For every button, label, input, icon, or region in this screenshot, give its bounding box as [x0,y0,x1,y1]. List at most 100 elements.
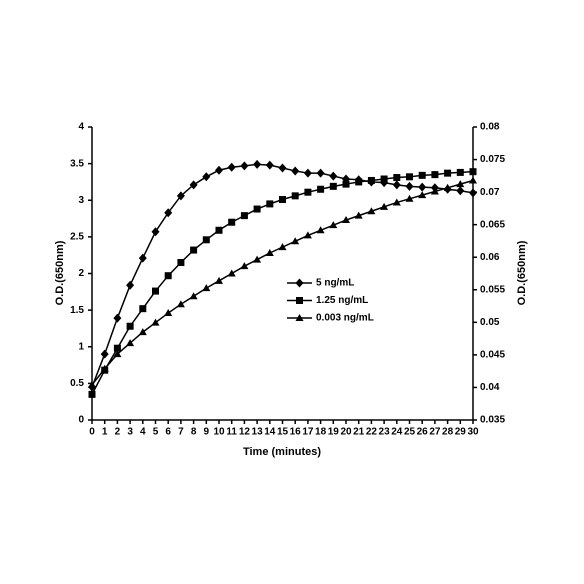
x-tick-label: 12 [239,427,251,438]
marker [291,237,300,245]
marker [367,207,376,215]
x-tick-label: 30 [467,427,479,438]
marker [265,248,274,256]
marker [291,192,299,200]
x-tick-label: 23 [379,427,391,438]
marker [380,202,389,210]
marker [278,163,287,173]
marker [393,174,401,182]
marker [304,188,312,196]
marker [88,390,96,398]
x-tick-label: 4 [140,427,146,438]
x-tick-label: 17 [302,427,314,438]
marker [253,159,262,169]
legend-label: 1.25 ng/mL [316,295,368,306]
marker [456,186,465,196]
x-tick-label: 8 [191,427,197,438]
marker [138,328,147,336]
x-tick-label: 28 [442,427,454,438]
marker [380,175,388,183]
y-tick-label: 1.5 [70,305,84,316]
series-line [91,179,474,386]
marker [469,168,477,176]
marker [405,194,414,202]
marker [418,191,427,199]
marker [469,188,477,198]
marker [329,171,338,181]
marker [151,318,160,326]
x-tick-label: 10 [213,427,225,438]
marker [430,187,439,195]
x-tick-label: 7 [178,427,184,438]
marker [295,278,304,288]
marker [316,168,325,178]
marker [202,236,210,244]
marker [227,269,236,277]
marker [215,165,223,175]
marker [418,171,426,179]
marker [164,272,172,280]
marker [392,180,401,190]
y-tick-label: 1 [78,341,84,352]
y-tick-label: 2.5 [70,232,84,243]
marker [279,196,286,204]
marker [189,292,198,300]
marker [295,314,304,321]
marker [176,191,185,201]
marker [152,287,159,295]
x-tick-label: 1 [102,427,108,438]
marker [367,176,375,184]
x-tick-label: 21 [353,427,365,438]
y-tick-label: 4 [78,122,84,133]
x-tick-label: 2 [115,427,121,438]
marker [444,169,452,177]
x-tick-label: 26 [417,427,429,438]
marker [202,172,211,182]
marker [228,218,236,226]
marker [100,349,109,359]
marker [266,200,274,208]
x-tick-label: 15 [277,427,289,438]
marker [253,255,262,263]
marker [88,380,96,388]
x-tick-label: 11 [226,427,237,438]
y2-tick-label: 0.07 [480,187,500,198]
marker [329,182,337,190]
marker [342,216,350,224]
x-tick-label: 22 [366,427,378,438]
marker [469,176,477,184]
marker [189,180,198,190]
marker [431,171,439,179]
marker [215,226,223,234]
marker [177,259,185,267]
legend-label: 0.003 ng/mL [316,313,374,324]
marker [303,168,312,178]
y-tick-label: 0 [78,415,84,426]
y-tick-label: 3 [78,195,84,206]
marker [113,350,122,358]
series-line [91,170,474,395]
marker [317,185,325,193]
x-tick-label: 9 [204,427,210,438]
x-tick-label: 27 [429,427,441,438]
marker [443,183,452,191]
marker [164,309,173,317]
marker [240,161,249,171]
marker [126,280,135,290]
x-tick-label: 19 [328,427,340,438]
y2-tick-label: 0.035 [480,415,505,426]
x-tick-label: 13 [252,427,264,438]
marker [215,276,223,284]
marker [316,226,325,234]
y2-tick-label: 0.065 [480,219,505,230]
y2-tick-label: 0.055 [480,284,505,295]
marker [253,205,261,213]
marker [296,297,303,304]
marker [202,284,211,292]
marker [392,198,401,206]
y-tick-label: 0.5 [70,378,84,389]
marker [190,246,198,254]
marker [329,221,338,229]
marker [126,322,134,330]
